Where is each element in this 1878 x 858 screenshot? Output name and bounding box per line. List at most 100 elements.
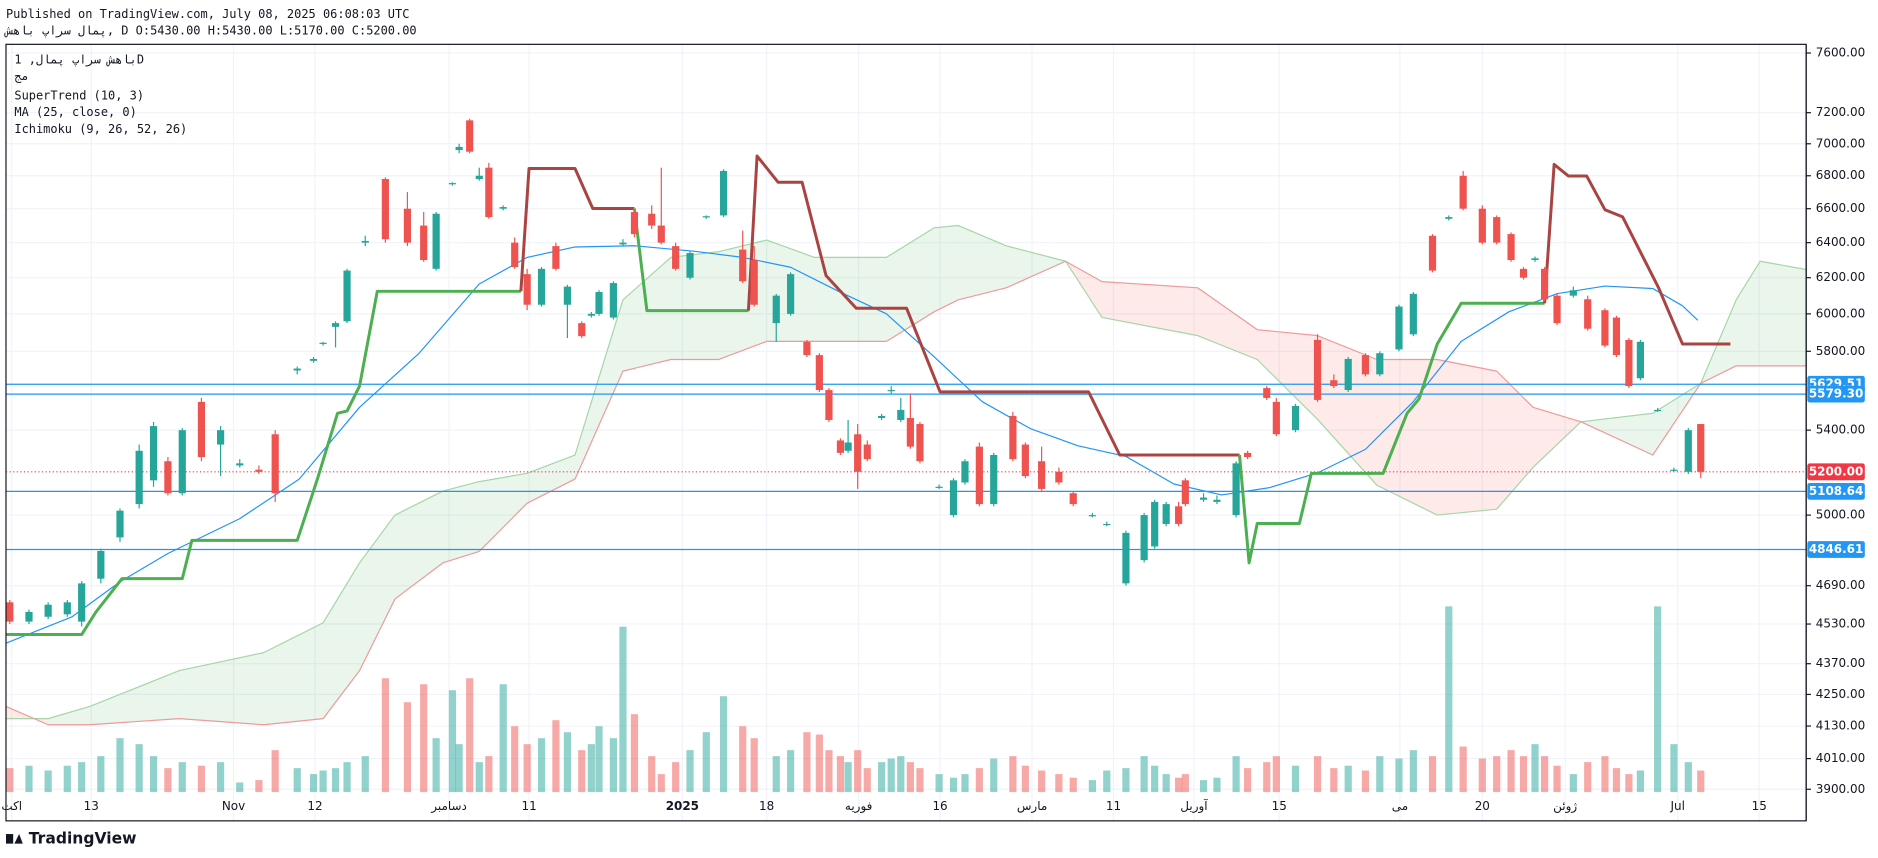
volume-bar (772, 756, 780, 793)
volume-bar (216, 762, 225, 793)
volume-bar (719, 696, 728, 793)
candle-body (78, 583, 86, 622)
candle-body (825, 390, 833, 420)
candle-body (739, 249, 747, 282)
candle-body (686, 253, 694, 278)
candle-body (916, 424, 924, 462)
candle-body (309, 358, 318, 361)
volume-bar (197, 765, 206, 793)
y-tick-label: 6800.00 (1816, 168, 1865, 182)
volume-bar (657, 774, 665, 793)
volume-bar (1654, 606, 1662, 793)
volume-bar (1038, 770, 1046, 793)
price-tag (1807, 385, 1865, 403)
volume-bar (455, 744, 463, 793)
candle-body (772, 295, 780, 324)
volume-bar (630, 714, 639, 793)
volume-bar (1263, 762, 1271, 793)
candle-body (1140, 515, 1148, 561)
candle-body (1055, 471, 1063, 483)
candle-body (455, 146, 463, 151)
volume-bar (1313, 756, 1322, 793)
y-tick-label: 6200.00 (1816, 270, 1865, 284)
volume-bar (6, 768, 14, 793)
y-tick-label: 4530.00 (1816, 617, 1865, 631)
candle-body (1670, 469, 1678, 471)
candle-body (1199, 497, 1208, 500)
candle-body (1263, 388, 1271, 398)
volume-bar (319, 770, 327, 793)
y-tick-label: 4250.00 (1816, 687, 1865, 701)
y-tick-label: 4130.00 (1816, 719, 1865, 733)
x-tick-label: 20 (1475, 799, 1490, 813)
price-tag-label: 4846.61 (1809, 542, 1864, 556)
volume-bar (1344, 765, 1352, 793)
cloud-segment (1376, 359, 1438, 516)
volume-bar (403, 702, 411, 793)
candle-body (935, 486, 943, 488)
candle-body (164, 461, 172, 494)
candle-body (1088, 515, 1096, 517)
candle-body (466, 120, 474, 152)
volume-bar (672, 762, 680, 793)
volume-bar (854, 750, 862, 793)
x-tick-label: آوریل (1180, 798, 1208, 814)
candle-body (1162, 504, 1170, 524)
candle-body (216, 430, 225, 445)
volume-bar (825, 750, 833, 793)
supertrend-line (746, 154, 1240, 457)
candle-body (1584, 299, 1592, 329)
brand-name: TradingView (29, 829, 137, 847)
volume-bar (293, 768, 301, 793)
candle-body (135, 450, 143, 505)
volume-bar (1213, 777, 1221, 793)
volume-bar (135, 744, 143, 793)
candle-body (1103, 523, 1111, 526)
volume-bar (878, 762, 886, 793)
volume-bar (887, 758, 895, 793)
cloud-segment (442, 481, 480, 563)
candle-body (1697, 424, 1705, 472)
volume-bar (1272, 756, 1280, 793)
volume-bar (164, 768, 172, 793)
x-tick-label: 15 (1272, 799, 1287, 813)
cloud-segment (1496, 371, 1534, 510)
candle-body (448, 183, 457, 185)
volume-bar (1181, 774, 1189, 793)
candle-body (587, 313, 595, 316)
volume-bar (149, 756, 158, 793)
y-tick-label: 4370.00 (1816, 656, 1865, 670)
candle-body (1684, 430, 1692, 472)
candle-body (293, 368, 301, 371)
x-tick-label: دسامبر (430, 799, 467, 814)
candle-body (1395, 306, 1403, 350)
cloud-segment (1437, 359, 1497, 516)
x-tick-label: ژوئن (1553, 799, 1577, 814)
candle-body (702, 216, 710, 218)
candle-body (1459, 175, 1467, 209)
candle-body (97, 550, 105, 579)
candle-body (197, 401, 206, 458)
legend-supertrend: SuperTrend (10, 3) (14, 88, 144, 102)
supertrend-line (1238, 301, 1545, 565)
volume-bar (97, 756, 105, 793)
candle-body (578, 323, 586, 337)
candle-body (975, 446, 983, 505)
candle-body (1213, 499, 1221, 502)
volume-bar (537, 738, 546, 793)
volume-bar (25, 765, 33, 793)
candle-body (1122, 532, 1130, 584)
x-tick-label: 13 (84, 799, 99, 813)
candle-body (1175, 506, 1183, 524)
volume-bar (1151, 765, 1159, 793)
volume-bar (1636, 770, 1644, 793)
plot-area: اکت 13 Nov 12 دسامبر 11 2025 18 فوریه 16 مارس 11 آور… (1, 44, 1807, 821)
candle-body (1636, 341, 1644, 379)
x-tick-label: Jul (1670, 799, 1685, 813)
volume-bar (935, 774, 943, 793)
volume-bar (552, 720, 560, 793)
cloud-segment (1197, 287, 1258, 360)
candle-body (403, 208, 411, 243)
candle-body (1009, 415, 1017, 460)
candle-body (1428, 235, 1437, 271)
